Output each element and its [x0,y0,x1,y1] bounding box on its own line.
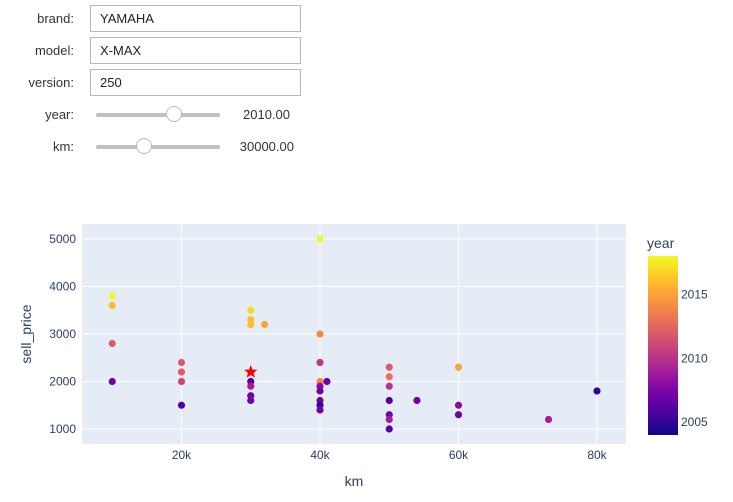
year-value: 2010.00 [243,107,290,122]
colorbar-tick-label: 2015 [681,287,708,301]
y-tick-label: 1000 [49,422,76,436]
year-slider[interactable] [96,106,220,122]
model-label: model: [34,42,74,58]
data-point[interactable] [108,377,116,386]
data-point[interactable] [177,358,186,367]
data-point[interactable] [177,401,186,409]
colorbar [648,256,678,435]
x-tick-label: 60k [449,448,469,462]
x-axis-title: km [345,473,364,489]
km-row: km: [0,132,82,160]
model-row: model: [0,36,82,64]
version-input[interactable]: 250 [90,69,301,96]
data-point[interactable] [593,387,601,395]
colorbar-title: year [647,235,675,251]
km-value: 30000.00 [239,139,294,154]
data-point[interactable] [413,396,421,405]
year-slider-thumb[interactable] [166,106,183,122]
data-point[interactable] [177,368,186,376]
data-point[interactable] [177,377,186,386]
year-label: year: [45,106,74,122]
km-slider[interactable] [96,138,220,154]
data-point[interactable] [108,339,116,348]
data-point[interactable] [385,425,393,433]
data-point[interactable] [454,401,463,409]
data-point[interactable] [385,373,393,381]
data-point[interactable] [316,358,324,367]
data-point[interactable] [454,363,463,371]
x-tick-label: 40k [310,448,330,462]
y-tick-label: 5000 [49,232,76,246]
x-axis-ticks: 20k 40k 60k 80k [172,448,608,462]
x-tick-label: 20k [172,448,192,462]
y-axis-title: sell_price [18,304,34,363]
version-row: version: [0,68,82,96]
brand-row: brand: [0,4,82,32]
x-tick-label: 80k [587,448,607,462]
y-tick-label: 2000 [49,375,76,389]
data-point[interactable] [385,363,393,371]
data-points [108,235,601,433]
data-point[interactable] [261,320,269,329]
brand-label: brand: [37,10,74,26]
km-label: km: [53,138,74,154]
data-point[interactable] [247,306,255,314]
data-point[interactable] [316,387,324,395]
y-tick-label: 3000 [49,327,76,341]
data-point[interactable] [316,406,324,414]
version-label: version: [28,74,74,90]
data-point[interactable] [385,415,393,424]
data-point[interactable] [108,292,116,300]
star-icon[interactable] [244,365,258,378]
year-row: year: [0,100,82,128]
data-point[interactable] [385,396,393,405]
colorbar-tick-label: 2010 [681,351,708,365]
data-point[interactable] [247,396,255,405]
data-point[interactable] [454,411,463,419]
km-slider-thumb[interactable] [136,138,153,154]
colorbar-ticks: 2005 2010 2015 [681,287,708,429]
data-point[interactable] [247,320,255,329]
y-tick-label: 4000 [49,280,76,294]
colorbar-tick-label: 2005 [681,415,708,429]
data-point[interactable] [316,330,324,338]
data-point[interactable] [108,301,116,310]
data-point[interactable] [385,382,393,390]
data-point[interactable] [323,377,331,386]
model-input[interactable]: X-MAX [90,37,301,64]
y-axis-ticks: 1000 2000 3000 4000 5000 [49,232,76,436]
brand-input[interactable]: YAMAHA [90,5,301,32]
highlight-star-marker [244,365,258,378]
data-point[interactable] [247,382,255,390]
data-point[interactable] [544,415,553,424]
data-point[interactable] [316,235,324,243]
